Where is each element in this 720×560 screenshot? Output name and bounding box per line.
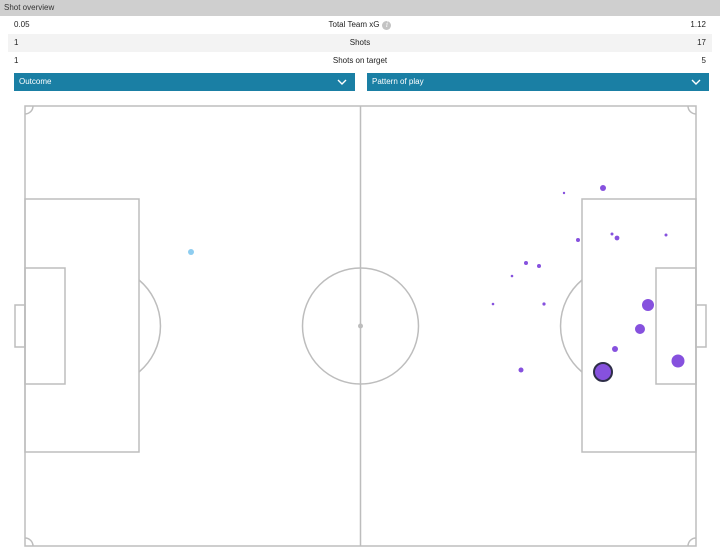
left-penalty-area <box>24 198 140 453</box>
shot-marker <box>664 233 668 237</box>
sot-label: Shots on target <box>332 56 388 65</box>
corner-arc-top-left <box>24 105 34 115</box>
shot-marker <box>610 232 614 236</box>
right-penalty-arc <box>559 279 583 373</box>
away-xg-value: 1.12 <box>690 20 706 29</box>
info-icon[interactable]: i <box>382 21 392 30</box>
xg-label: Total Team xG <box>328 20 380 29</box>
shot-marker <box>562 191 566 195</box>
stat-row-shots-on-target: 1 Shots on target 5 <box>8 52 712 70</box>
shot-marker <box>524 261 528 265</box>
goal-shot-marker <box>593 362 613 382</box>
chevron-down-icon <box>337 79 347 85</box>
home-sot-value: 1 <box>14 56 19 65</box>
stat-row-xg: 0.05 Total Team xG i 1.12 <box>8 16 712 34</box>
centre-circle <box>301 267 420 385</box>
shots-label: Shots <box>349 38 371 47</box>
pattern-of-play-dropdown[interactable]: Pattern of play <box>367 73 709 91</box>
away-sot-value: 5 <box>701 56 706 65</box>
pattern-dropdown-label: Pattern of play <box>372 77 424 86</box>
shot-marker <box>518 367 524 373</box>
shot-marker <box>671 354 685 368</box>
shot-marker <box>510 274 514 278</box>
stat-row-shots: 1 Shots 17 <box>8 34 712 52</box>
chevron-down-icon <box>691 79 701 85</box>
left-goal-area <box>24 267 66 385</box>
panel-title: Shot overview <box>0 0 720 16</box>
outcome-dropdown[interactable]: Outcome <box>14 73 355 91</box>
home-xg-value: 0.05 <box>14 20 30 29</box>
corner-arc-bottom-right <box>687 537 697 547</box>
shot-marker <box>188 249 194 255</box>
home-shots-value: 1 <box>14 38 19 47</box>
shot-marker <box>542 302 546 306</box>
left-goal <box>14 304 26 348</box>
shot-marker <box>635 324 645 334</box>
shot-marker <box>612 346 618 352</box>
corner-arc-top-right <box>687 105 697 115</box>
right-goal <box>695 304 707 348</box>
shot-marker <box>600 185 606 191</box>
shot-marker <box>491 302 495 306</box>
away-shots-value: 17 <box>697 38 706 47</box>
shot-marker <box>537 264 541 268</box>
corner-arc-bottom-left <box>24 537 34 547</box>
shot-marker <box>614 235 620 241</box>
shot-marker <box>642 299 654 311</box>
left-penalty-arc <box>138 279 162 373</box>
outcome-dropdown-label: Outcome <box>19 77 52 86</box>
centre-spot <box>358 323 363 329</box>
shot-marker <box>576 238 580 242</box>
